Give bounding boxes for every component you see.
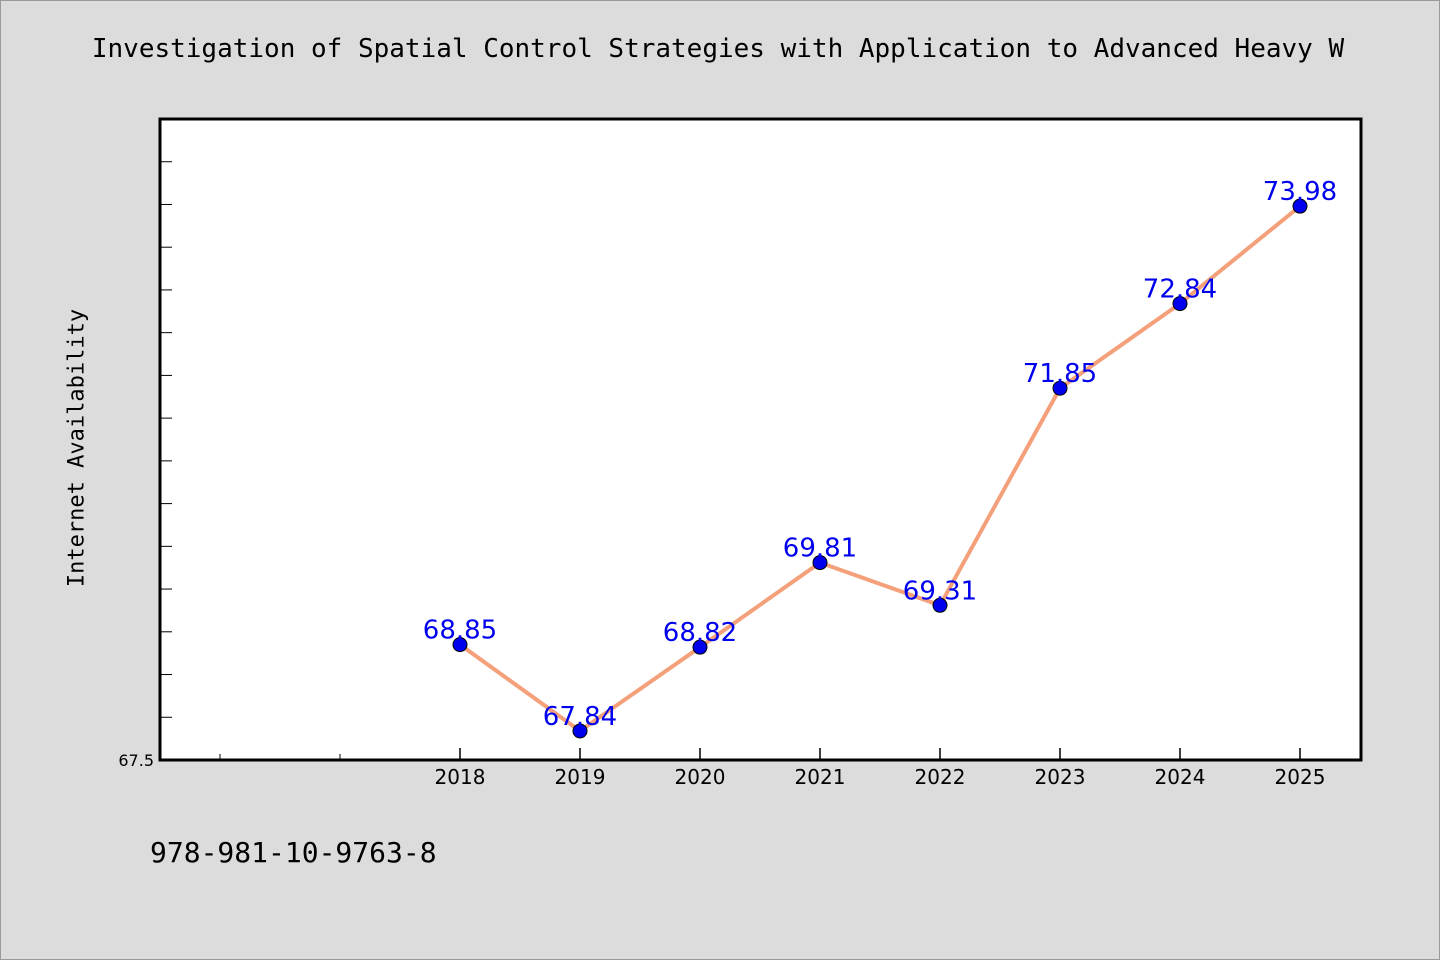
x-tick-label-2025: 2025	[1275, 765, 1326, 789]
data-label-2025: 73.98	[1263, 177, 1337, 207]
isbn-code: 978-981-10-9763-8	[150, 836, 437, 869]
x-tick-label-2019: 2019	[555, 765, 606, 789]
series-group	[452, 198, 1308, 739]
plot-area	[158, 117, 1363, 762]
data-label-2018: 68.85	[423, 616, 497, 646]
data-point-2021[interactable]	[812, 555, 828, 571]
data-point-2018[interactable]	[452, 637, 468, 653]
x-tick-label-2021: 2021	[795, 765, 846, 789]
x-tick-label-2023: 2023	[1035, 765, 1086, 789]
data-label-2020: 68.82	[663, 618, 737, 648]
data-point-2020[interactable]	[692, 639, 708, 655]
data-point-2025[interactable]	[1292, 198, 1308, 214]
data-labels: 68.85 67.84 68.82 69.81 69.31 71.85 72.84 73.98	[423, 177, 1337, 732]
x-axis-ticks: 2018 2019 2020 2021 2022 2023 2024 2025	[219, 748, 1326, 789]
x-tick-label-2024: 2024	[1155, 765, 1206, 789]
series-line	[458, 204, 1302, 733]
data-label-2019: 67.84	[543, 702, 617, 732]
x-tick-label-2022: 2022	[915, 765, 966, 789]
x-tick-label-2018: 2018	[435, 765, 486, 789]
data-point-2023[interactable]	[1052, 380, 1068, 396]
data-point-2019[interactable]	[572, 723, 588, 739]
data-label-2023: 71.85	[1023, 359, 1097, 389]
data-label-2021: 69.81	[783, 534, 857, 564]
y-tick-label: 67.5	[118, 751, 154, 770]
chart-title: Investigation of Spatial Control Strateg…	[91, 34, 1345, 64]
data-label-2024: 72.84	[1143, 275, 1217, 305]
x-tick-label-2020: 2020	[675, 765, 726, 789]
y-axis-ticks: 67.5	[118, 118, 172, 770]
data-label-2022: 69.31	[903, 576, 977, 606]
data-point-2024[interactable]	[1172, 296, 1188, 312]
data-point-2022[interactable]	[932, 597, 948, 613]
